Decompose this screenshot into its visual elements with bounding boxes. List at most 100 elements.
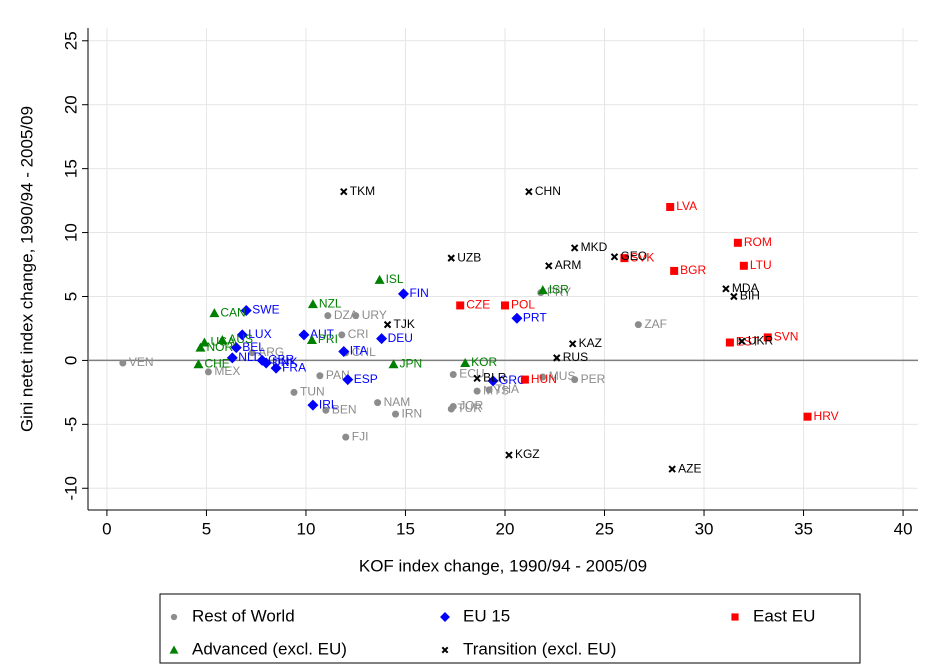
point-label: CAN	[220, 305, 245, 319]
point	[338, 345, 350, 357]
x-tick-label: 0	[102, 519, 111, 538]
point-label: FJI	[352, 429, 369, 443]
x-tick-label: 35	[794, 519, 813, 538]
point-label: FRA	[282, 360, 306, 374]
y-tick-label: 20	[61, 95, 80, 114]
point-label: IRL	[319, 397, 338, 411]
point-label: CHE	[204, 356, 229, 370]
point-label: NAM	[384, 395, 411, 409]
point-label: PER	[581, 372, 606, 386]
point	[270, 362, 282, 374]
point	[383, 320, 392, 329]
point	[195, 342, 206, 352]
point	[307, 399, 319, 411]
point	[307, 299, 318, 309]
point-label: BGR	[680, 263, 706, 277]
point-label: AUT	[310, 327, 335, 341]
point-label: CZE	[466, 298, 490, 312]
x-tick-label: 30	[695, 519, 714, 538]
point-label: UKR	[748, 333, 774, 347]
point	[217, 334, 228, 344]
point	[340, 187, 348, 196]
point-label: GBR	[268, 353, 294, 367]
point	[545, 262, 553, 270]
point-label: TKM	[350, 184, 375, 198]
point-label: ARG	[258, 345, 284, 359]
legend-label: EU 15	[463, 606, 510, 625]
point	[571, 376, 579, 384]
point	[473, 374, 481, 383]
point-label: GRC	[499, 373, 526, 387]
point-label: ESP	[354, 372, 378, 386]
point	[230, 342, 242, 354]
point-label: MDA	[732, 281, 759, 295]
point	[634, 321, 642, 329]
legend-marker	[169, 645, 179, 654]
point-label: KOR	[471, 355, 497, 369]
point	[119, 359, 127, 367]
legend-label: Rest of World	[192, 606, 295, 625]
point-label: ARM	[555, 258, 582, 272]
point-label: DEU	[388, 331, 413, 345]
x-axis-title: KOF index change, 1990/94 - 2005/09	[359, 556, 647, 575]
legend-marker	[440, 612, 450, 622]
point-label: LUX	[248, 327, 271, 341]
point	[449, 370, 457, 378]
point-label: SVN	[774, 330, 799, 344]
y-tick-label: 15	[61, 159, 80, 178]
point	[392, 410, 400, 418]
point	[666, 202, 675, 211]
point-label: JOR	[459, 399, 483, 413]
point	[290, 388, 298, 396]
point	[306, 334, 317, 344]
point	[610, 253, 619, 261]
legend-marker	[441, 646, 449, 654]
x-tick-label: 5	[202, 519, 211, 538]
point	[539, 373, 547, 381]
point-label: LTU	[750, 258, 772, 272]
point	[456, 301, 465, 310]
point	[460, 357, 471, 367]
point	[342, 374, 354, 386]
point-label: RUS	[563, 350, 588, 364]
point	[763, 333, 772, 342]
point	[447, 254, 455, 262]
point-label: CHL	[352, 345, 376, 359]
point-label: NOR	[206, 340, 233, 354]
point	[342, 433, 350, 441]
point	[485, 386, 493, 394]
point-label: MKD	[581, 240, 608, 254]
point-label: HRV	[814, 409, 839, 423]
point-label: AUS	[228, 332, 253, 346]
x-tick-label: 25	[595, 519, 614, 538]
point	[204, 368, 212, 376]
legend-marker	[731, 613, 739, 621]
point-label: TUR	[457, 401, 482, 415]
point	[322, 406, 330, 414]
point-label: VEN	[129, 355, 154, 369]
point-label: CRI	[348, 327, 369, 341]
point-label: ZAF	[644, 317, 667, 331]
point-label: KAZ	[579, 336, 602, 350]
point-label: POL	[511, 298, 535, 312]
point-label: PRY	[547, 285, 571, 299]
point	[670, 266, 679, 275]
point	[324, 312, 332, 320]
y-axis-title: Gini netet index change, 1990/94 - 2005/…	[17, 106, 36, 432]
point	[199, 337, 210, 347]
point	[388, 359, 399, 369]
point-label: THA	[495, 382, 519, 396]
point	[447, 405, 455, 413]
point-label: ITA	[350, 344, 368, 358]
point-label: NZL	[319, 296, 342, 310]
point-label: MUS	[549, 369, 576, 383]
x-tick-label: 10	[296, 519, 315, 538]
y-tick-label: 0	[61, 356, 80, 365]
point	[193, 359, 204, 369]
y-tick-label: -10	[61, 476, 80, 501]
point	[226, 352, 238, 364]
point	[505, 451, 513, 459]
x-tick-label: 15	[396, 519, 415, 538]
point-label: BEN	[332, 402, 357, 416]
legend-label: East EU	[753, 606, 815, 625]
